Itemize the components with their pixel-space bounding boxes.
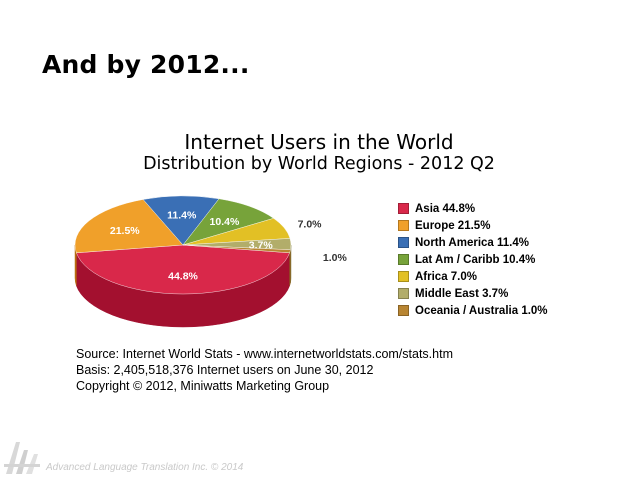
pie-data-label: 11.4% [167,210,197,222]
legend-swatch [398,288,409,299]
legend-label: Europe 21.5% [415,219,491,232]
pie-data-label: 3.7% [249,239,274,251]
pie-data-label: 7.0% [298,219,323,231]
pie-data-label: 1.0% [323,252,348,264]
legend-item: Middle East 3.7% [398,285,548,302]
legend-label: Middle East 3.7% [415,287,509,300]
source-line: Source: Internet World Stats - www.inter… [76,347,453,361]
legend-item: Europe 21.5% [398,217,548,234]
legend-swatch [398,271,409,282]
copyright-line: Copyright © 2012, Miniwatts Marketing Gr… [76,379,330,393]
alt-logo-icon [4,442,40,474]
pie-data-label: 44.8% [168,270,198,282]
chart-subtitle: Distribution by World Regions - 2012 Q2 [143,154,495,174]
legend-item: Africa 7.0% [398,268,548,285]
pie-slice-asia [76,244,290,295]
pie-slice-lat-am-caribb [182,198,275,246]
legend-label: North America 11.4% [415,236,529,249]
pie-data-label: 10.4% [210,216,240,228]
pie-slice-europe [74,199,184,254]
legend-swatch [398,237,409,248]
pie-slice-oceania-australia [182,244,291,254]
footer-text: Advanced Language Translation Inc. © 201… [46,462,244,473]
source-block: Source: Internet World Stats - www.inter… [76,346,453,394]
legend-swatch [398,203,409,214]
legend-label: Asia 44.8% [415,202,476,215]
legend-swatch [398,220,409,231]
pie-top [74,195,292,295]
legend-label: Lat Am / Caribb 10.4% [415,253,536,266]
slide-heading: And by 2012... [42,50,250,79]
pie-slice-north-america [142,195,220,246]
pie-side-oceania-australia [289,249,291,286]
legend-swatch [398,254,409,265]
chart-title-block: Internet Users in the World Distribution… [0,130,638,175]
legend-label: Oceania / Australia 1.0% [415,304,548,317]
chart-title: Internet Users in the World [184,130,454,154]
chart-legend: Asia 44.8% Europe 21.5% North America 11.4… [398,200,548,319]
legend-item: Lat Am / Caribb 10.4% [398,251,548,268]
legend-item: Oceania / Australia 1.0% [398,302,548,319]
pie-data-label: 21.5% [110,225,140,237]
legend-label: Africa 7.0% [415,270,478,283]
legend-item: Asia 44.8% [398,200,548,217]
pie-labels: 44.8% 21.5% 11.4% 10.4% 7.0% 3.7% 1.0% [110,210,348,283]
legend-item: North America 11.4% [398,234,548,251]
basis-line: Basis: 2,405,518,376 Internet users on J… [76,363,374,377]
legend-swatch [398,305,409,316]
